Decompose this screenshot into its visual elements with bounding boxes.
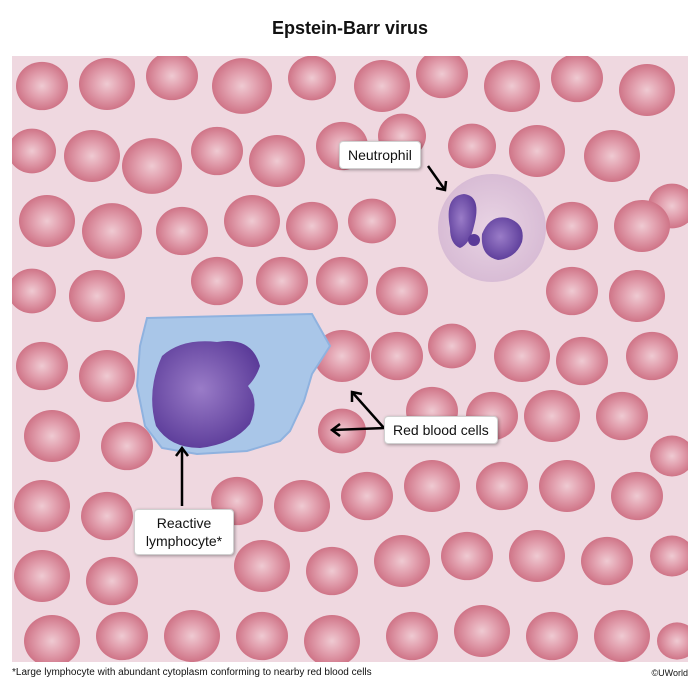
red-blood-cell bbox=[79, 349, 135, 403]
red-blood-cell bbox=[374, 534, 430, 588]
red-blood-cell bbox=[86, 556, 138, 606]
red-blood-cell bbox=[191, 126, 243, 176]
reactive-lymphocyte-label-line1: Reactive bbox=[156, 515, 212, 531]
red-blood-cell bbox=[146, 56, 198, 101]
red-blood-cell bbox=[484, 59, 540, 113]
red-blood-cell bbox=[594, 609, 650, 662]
red-blood-cell bbox=[596, 391, 648, 441]
reactive-lymphocyte-label: Reactive lymphocyte* bbox=[134, 509, 234, 555]
red-blood-cell bbox=[650, 435, 688, 477]
red-blood-cell bbox=[650, 535, 688, 577]
red-blood-cell bbox=[609, 269, 665, 323]
red-blood-cell bbox=[304, 614, 360, 662]
red-blood-cell bbox=[509, 529, 565, 583]
red-blood-cell bbox=[234, 539, 290, 593]
red-blood-cell bbox=[82, 203, 142, 259]
red-blood-cell bbox=[348, 198, 396, 244]
red-blood-cell bbox=[416, 56, 468, 99]
reactive-lymphocyte bbox=[135, 312, 332, 456]
red-blood-cell bbox=[236, 611, 288, 661]
red-blood-cell bbox=[191, 256, 243, 306]
red-blood-cell bbox=[96, 611, 148, 661]
annotation-arrows bbox=[175, 165, 448, 506]
red-blood-cell bbox=[12, 268, 56, 314]
red-blood-cell bbox=[16, 61, 68, 111]
red-blood-cell bbox=[24, 614, 80, 662]
red-blood-cell bbox=[556, 336, 608, 386]
red-blood-cell bbox=[12, 128, 56, 174]
red-blood-cell bbox=[286, 201, 338, 251]
red-blood-cell bbox=[404, 459, 460, 513]
red-blood-cell bbox=[164, 609, 220, 662]
red-blood-cell bbox=[79, 57, 135, 111]
red-blood-cell bbox=[101, 421, 153, 471]
red-blood-cell bbox=[318, 408, 366, 454]
red-blood-cell bbox=[274, 479, 330, 533]
red-blood-cell bbox=[494, 329, 550, 383]
red-blood-cell bbox=[306, 546, 358, 596]
red-blood-cell bbox=[386, 611, 438, 661]
red-blood-cell bbox=[341, 471, 393, 521]
red-blood-cell bbox=[19, 194, 75, 248]
red-blood-cell bbox=[16, 341, 68, 391]
red-blood-cell bbox=[354, 59, 410, 113]
red-blood-cell bbox=[428, 323, 476, 369]
red-blood-cell bbox=[441, 531, 493, 581]
red-blood-cell bbox=[256, 256, 308, 306]
red-blood-cell bbox=[476, 461, 528, 511]
red-blood-cell bbox=[376, 266, 428, 316]
red-blood-cell bbox=[539, 459, 595, 513]
red-blood-cell bbox=[64, 129, 120, 183]
red-blood-cell bbox=[611, 471, 663, 521]
figure-title: Epstein-Barr virus bbox=[271, 18, 429, 38]
red-blood-cell bbox=[524, 389, 580, 443]
red-blood-cell bbox=[14, 549, 70, 603]
red-blood-cell bbox=[212, 58, 272, 114]
reactive-lymphocyte-label-line2: lymphocyte* bbox=[145, 533, 223, 549]
red-blood-cell bbox=[316, 256, 368, 306]
red-blood-cell bbox=[454, 604, 510, 658]
red-blood-cell bbox=[619, 63, 675, 117]
red-blood-cell bbox=[14, 479, 70, 533]
red-blood-cell bbox=[24, 409, 80, 463]
red-blood-cell bbox=[122, 138, 182, 194]
red-blood-cell-group bbox=[12, 56, 688, 662]
red-blood-cell bbox=[249, 134, 305, 188]
red-blood-cell bbox=[448, 123, 496, 169]
red-blood-cell bbox=[581, 536, 633, 586]
red-blood-cell bbox=[614, 199, 670, 253]
red-blood-cell bbox=[69, 269, 125, 323]
red-blood-cell bbox=[584, 129, 640, 183]
red-blood-cell bbox=[224, 194, 280, 248]
copyright-notice: ©UWorld bbox=[651, 668, 688, 678]
red-blood-cell bbox=[81, 491, 133, 541]
neutrophil-cell bbox=[438, 174, 546, 282]
red-blood-cell bbox=[526, 611, 578, 661]
red-blood-cell bbox=[371, 331, 423, 381]
red-blood-cell bbox=[509, 124, 565, 178]
neutrophil-label: Neutrophil bbox=[339, 141, 421, 169]
red-blood-cell bbox=[156, 206, 208, 256]
red-blood-cell bbox=[546, 201, 598, 251]
red-blood-cell bbox=[546, 266, 598, 316]
red-blood-cell bbox=[288, 56, 336, 101]
red-blood-cell bbox=[626, 331, 678, 381]
red-blood-cell bbox=[657, 622, 688, 660]
red-blood-cell bbox=[551, 56, 603, 103]
footnote: *Large lymphocyte with abundant cytoplas… bbox=[12, 667, 372, 678]
red-blood-cells-label: Red blood cells bbox=[384, 416, 498, 444]
